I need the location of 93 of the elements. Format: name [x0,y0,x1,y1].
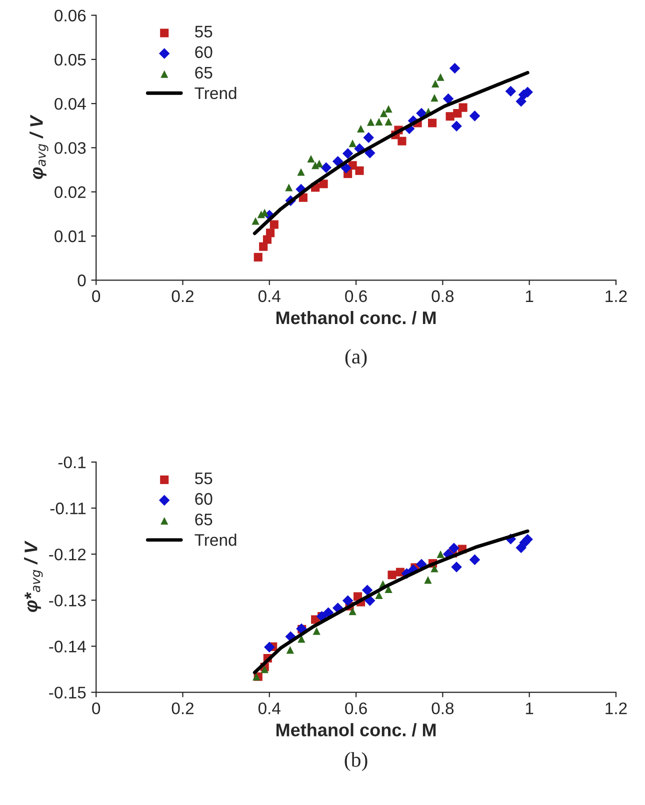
x-tick-label: 0.2 [172,290,194,302]
point [363,132,374,143]
point [384,118,392,126]
legend-label: Trend [194,86,236,100]
legend-label: 55 [195,26,212,38]
x-tick-label: 0.4 [258,702,280,714]
point [319,180,328,188]
y-tick-label: -0.14 [49,640,86,652]
text: (b) [344,752,368,772]
y-tick-label: 0.04 [54,98,86,110]
point [428,118,437,128]
y-axis-title: φ*$_{avg}$ / V [24,540,43,612]
point [348,140,356,148]
point [355,166,364,175]
legend-label: 65 [195,514,212,526]
x-tick-label: 0.6 [345,290,367,302]
y-tick-label: -0.12 [49,548,86,560]
point [362,584,373,596]
point [449,62,460,74]
x-axis-title: Methanol conc. / M [276,310,436,324]
point [448,542,460,554]
point [469,554,480,566]
y-tick-label: -0.11 [50,502,86,514]
y-tick-label: 0.03 [54,142,86,154]
point [451,562,462,572]
point [424,576,432,584]
point [430,94,438,102]
y-tick-label: -0.13 [49,594,86,606]
point [312,627,320,635]
x-tick-label: 1 [526,702,534,714]
y-tick-label: 0.06 [54,10,86,22]
point [297,168,305,176]
point [430,564,438,572]
text: (a) [345,349,367,368]
point [451,120,462,132]
point [307,154,315,163]
point [375,118,383,126]
legend-label: Trend [194,534,236,546]
point [458,103,468,112]
y-tick-label: 0.02 [54,186,86,198]
y-tick-label: -0.15 [49,686,86,699]
point [285,184,293,192]
point [366,118,375,126]
point [442,93,454,104]
x-tick-label: 0.8 [432,290,454,302]
y-tick-label: -0.1 [58,456,86,468]
point [332,156,344,167]
x-tick-label: 1.2 [606,702,627,714]
point [380,109,388,118]
point [432,80,440,88]
point [252,217,260,225]
x-tick-label: 0.2 [172,702,194,714]
legend-label: 65 [195,66,212,79]
y-tick-label: 0.01 [54,230,86,242]
x-tick-label: 1 [526,290,534,302]
point [342,595,354,606]
point [357,124,365,133]
legend-label: 60 [195,46,212,58]
legend-label: 60 [195,493,212,505]
point [388,570,396,580]
point [260,665,268,674]
point [266,228,275,238]
x-tick-label: 0 [92,702,100,714]
x-tick-label: 0.4 [258,290,280,302]
point [522,534,533,545]
point [270,220,278,229]
point [469,110,480,122]
y-tick-label: 0 [78,274,86,286]
point [264,642,275,653]
x-tick-label: 0.8 [432,702,454,714]
point [286,646,294,654]
point [298,635,306,643]
point [384,105,392,113]
legend-label: 55 [195,472,212,484]
point [348,607,356,616]
point [322,607,334,618]
point [398,136,406,146]
point [516,96,526,107]
point [342,148,354,159]
point [320,162,332,173]
y-tick-label: 0.05 [54,54,86,66]
x-tick-label: 1.2 [606,290,627,302]
y-axis-title: φ$_{avg}$ / V [30,114,48,180]
point [436,73,444,81]
x-tick-label: 0 [92,290,100,302]
point [505,86,516,97]
point [364,595,376,606]
x-tick-label: 0.6 [345,702,367,714]
line-series [252,70,530,236]
point [436,550,444,558]
point [254,252,262,262]
x-axis-title: Methanol conc. / M [276,723,436,737]
point [375,591,383,599]
